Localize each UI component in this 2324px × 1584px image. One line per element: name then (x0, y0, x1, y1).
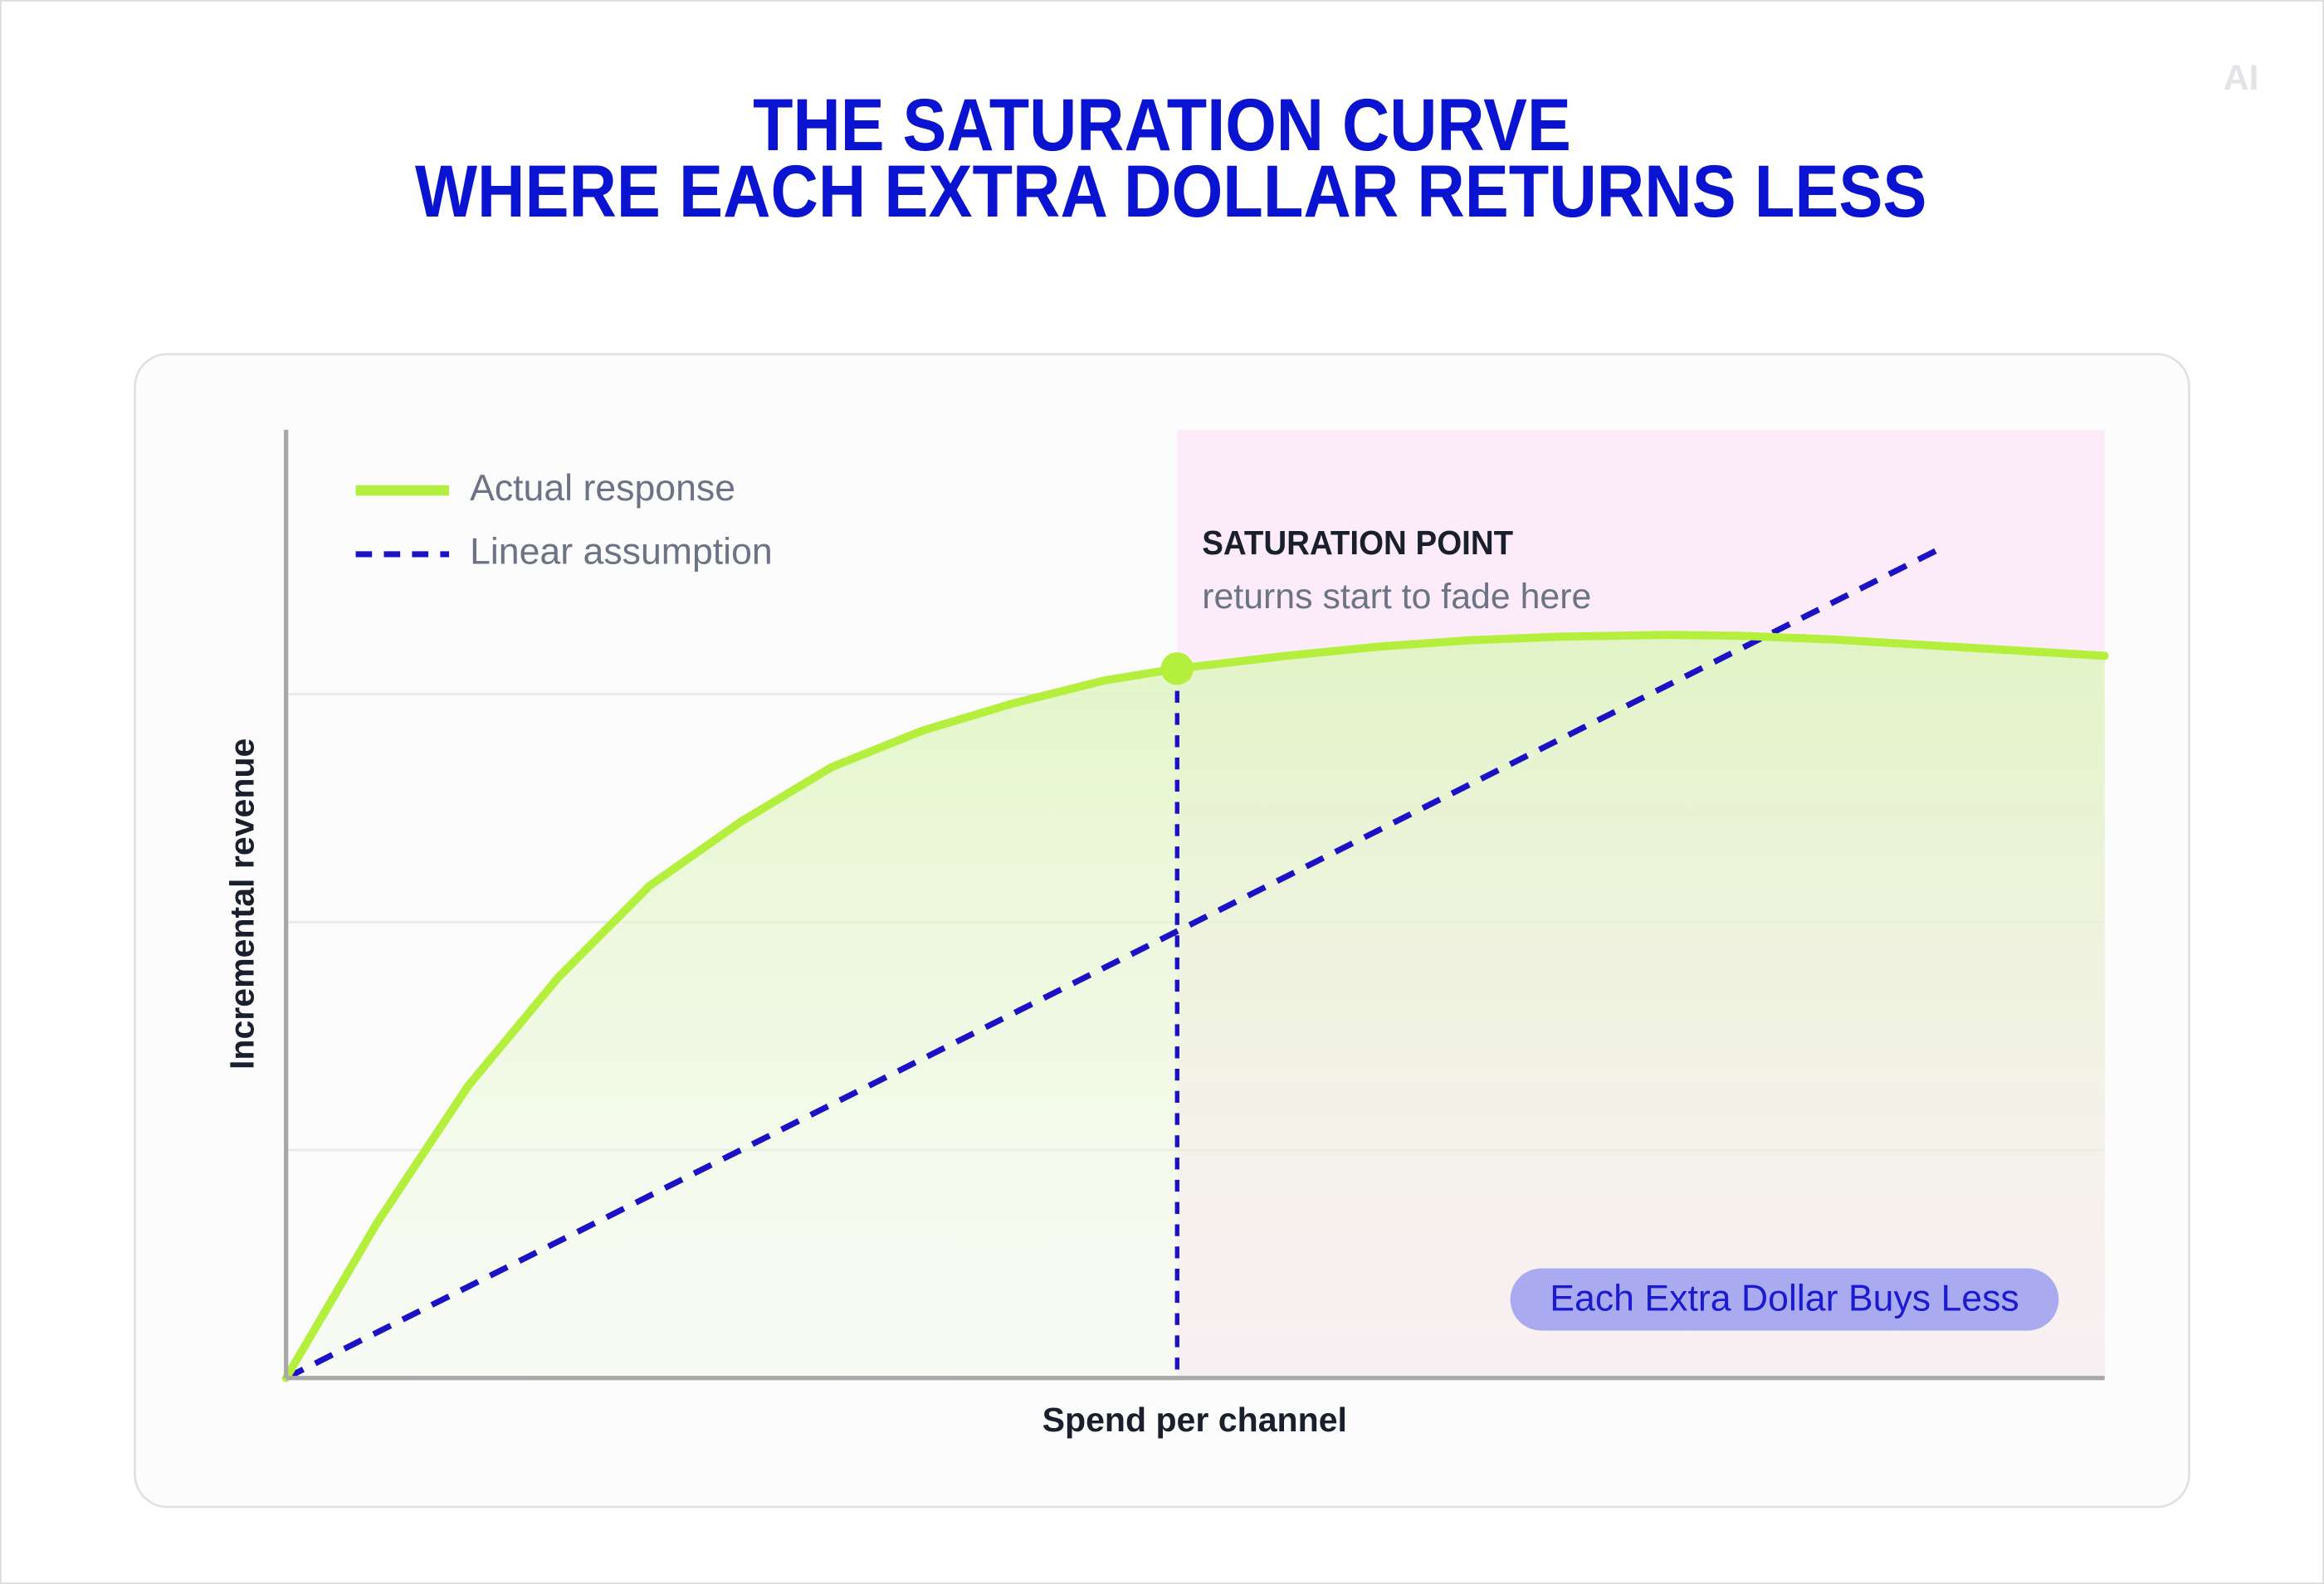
response-area (286, 635, 2105, 1378)
legend-label: Actual response (470, 468, 735, 509)
y-axis-label: Incremental revenue (222, 738, 261, 1070)
chart-title: THE SATURATION CURVE (753, 83, 1571, 166)
x-axis-label: Spend per channel (1042, 1401, 1347, 1439)
series-line (285, 545, 1943, 1381)
chart-subtitle: WHERE EACH EXTRA DOLLAR RETURNS LESS (415, 149, 1926, 232)
legend-label: Linear assumption (470, 532, 773, 573)
plot: SATURATION POINT returns start to fade he… (222, 429, 2109, 1439)
saturation-marker (1160, 652, 1194, 685)
zone-badge (1510, 1268, 2059, 1331)
zone-label: Each Extra Dollar Buys Less (1550, 1279, 2019, 1319)
saturation-label: SATURATION POINT (1202, 524, 1513, 562)
saturation-note: returns start to fade here (1202, 577, 1591, 617)
logo: AI (2224, 58, 2259, 98)
